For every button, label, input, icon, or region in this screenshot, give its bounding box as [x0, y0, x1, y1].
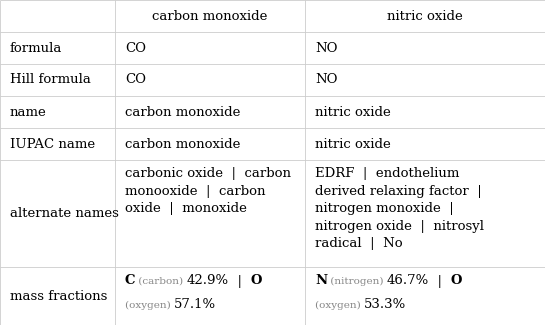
Text: carbon monoxide: carbon monoxide: [152, 9, 268, 22]
Text: nitric oxide: nitric oxide: [315, 106, 391, 119]
Text: NO: NO: [315, 42, 337, 55]
Text: carbon monoxide: carbon monoxide: [125, 106, 240, 119]
Text: 46.7%: 46.7%: [387, 275, 429, 288]
Text: Hill formula: Hill formula: [10, 73, 91, 86]
Text: carbon monoxide: carbon monoxide: [125, 137, 240, 150]
Text: (oxygen): (oxygen): [125, 300, 174, 309]
Text: O: O: [451, 275, 462, 288]
Text: |: |: [229, 275, 251, 288]
Text: CO: CO: [125, 73, 146, 86]
Text: 53.3%: 53.3%: [364, 298, 406, 311]
Text: name: name: [10, 106, 47, 119]
Text: EDRF  |  endothelium
derived relaxing factor  |
nitrogen monoxide  |
nitrogen ox: EDRF | endothelium derived relaxing fact…: [315, 167, 484, 250]
Text: carbonic oxide  |  carbon
monooxide  |  carbon
oxide  |  monoxide: carbonic oxide | carbon monooxide | carb…: [125, 167, 291, 215]
Text: alternate names: alternate names: [10, 207, 119, 220]
Text: 57.1%: 57.1%: [174, 298, 216, 311]
Text: nitric oxide: nitric oxide: [387, 9, 463, 22]
Text: (oxygen): (oxygen): [315, 300, 364, 309]
Text: C: C: [125, 275, 136, 288]
Text: formula: formula: [10, 42, 62, 55]
Text: O: O: [251, 275, 262, 288]
Text: N: N: [315, 275, 327, 288]
Text: (carbon): (carbon): [136, 277, 187, 285]
Text: mass fractions: mass fractions: [10, 290, 107, 303]
Text: |: |: [429, 275, 451, 288]
Text: 42.9%: 42.9%: [187, 275, 229, 288]
Text: CO: CO: [125, 42, 146, 55]
Text: nitric oxide: nitric oxide: [315, 137, 391, 150]
Text: (nitrogen): (nitrogen): [327, 277, 387, 286]
Text: IUPAC name: IUPAC name: [10, 137, 95, 150]
Text: NO: NO: [315, 73, 337, 86]
